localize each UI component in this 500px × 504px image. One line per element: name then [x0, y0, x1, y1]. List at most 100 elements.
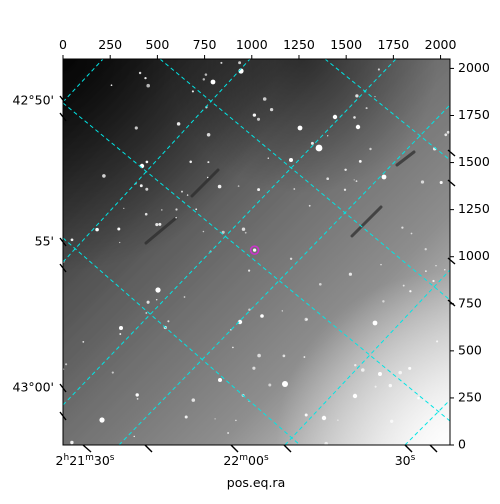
star [144, 212, 148, 216]
star [402, 284, 405, 287]
grid-line-4 [284, 269, 450, 445]
star [382, 300, 385, 303]
bright-star-6 [355, 124, 361, 130]
right-pixel-axis: 0 250 500 750 1000 1250 1500 1750 2000 [450, 60, 490, 452]
star [417, 396, 420, 400]
star [135, 393, 139, 397]
star [420, 180, 425, 184]
dec-label-2: 55' [35, 234, 54, 249]
star [167, 320, 170, 323]
star [183, 296, 186, 298]
star [145, 187, 149, 191]
star [365, 107, 368, 110]
wcs-tick-13 [447, 179, 456, 187]
star [175, 208, 178, 211]
star [435, 265, 437, 267]
star [380, 263, 382, 266]
ra-label-2: 22m00s [223, 453, 269, 468]
star [70, 440, 74, 445]
star [257, 188, 261, 192]
right-tick-label-5: 1250 [458, 201, 490, 216]
star [195, 208, 198, 211]
plot-frame [62, 58, 451, 446]
wcs-tick-12 [447, 149, 456, 157]
streak-1 [350, 205, 383, 238]
star [281, 310, 283, 312]
star [244, 231, 247, 234]
star [237, 185, 240, 187]
ra-label-1: 2h21m30s [56, 453, 115, 468]
star [262, 97, 267, 101]
streak-2 [190, 168, 220, 198]
star [146, 300, 150, 304]
bright-star-17 [260, 314, 264, 318]
star [439, 180, 443, 185]
star [303, 356, 306, 358]
star [175, 216, 178, 219]
wcs-tick-14 [447, 257, 456, 265]
star [119, 333, 122, 335]
star [207, 176, 209, 179]
bright-star-3 [289, 158, 293, 162]
star [408, 366, 412, 370]
wcs-tick-1 [59, 112, 67, 122]
target-marker-group [249, 245, 260, 255]
vignette-bright [63, 59, 450, 445]
star [343, 188, 347, 191]
wcs-tick-5 [59, 411, 67, 421]
star [390, 419, 394, 423]
bright-star-10 [282, 381, 288, 387]
bright-star-11 [237, 319, 243, 325]
satellite-streaks [144, 150, 416, 245]
top-tick-label-3: 750 [193, 37, 217, 52]
star [155, 223, 159, 227]
star [354, 363, 357, 367]
grid-line-7 [63, 237, 301, 445]
star [337, 419, 339, 421]
wcs-tick-11 [429, 444, 438, 453]
bright-star-1 [210, 79, 216, 85]
star [202, 230, 205, 233]
star [138, 71, 142, 75]
bright-star-15 [378, 372, 382, 376]
star [110, 84, 113, 87]
star [398, 370, 402, 375]
top-tick-label-0: 0 [59, 37, 67, 52]
dec-label-1: 42°50' [13, 93, 55, 108]
star [123, 207, 125, 210]
right-tick-label-4: 1000 [458, 248, 490, 263]
star [204, 73, 208, 76]
star [136, 398, 139, 400]
star [241, 227, 246, 231]
star [238, 61, 242, 65]
wcs-tick-0 [59, 95, 67, 105]
star [289, 257, 293, 260]
wcs-tick-4 [59, 383, 67, 393]
right-tick-label-6: 1500 [458, 154, 490, 169]
star [308, 204, 311, 207]
star [293, 188, 296, 190]
wcs-grid-ticks [59, 95, 456, 453]
star [353, 179, 355, 181]
star [374, 385, 377, 388]
star [269, 107, 274, 112]
star [133, 435, 135, 438]
star [111, 371, 114, 374]
star [326, 177, 330, 181]
star [235, 419, 237, 422]
star [184, 415, 188, 419]
target-star [253, 248, 257, 252]
star [189, 160, 192, 164]
sky-image [63, 59, 450, 445]
star [252, 366, 256, 370]
star [220, 61, 223, 64]
star [102, 174, 106, 178]
star [158, 222, 162, 226]
coordinate-grid [63, 59, 450, 445]
star [134, 126, 138, 130]
star [410, 232, 413, 235]
star [256, 117, 261, 121]
star [70, 238, 74, 242]
star [327, 135, 329, 137]
